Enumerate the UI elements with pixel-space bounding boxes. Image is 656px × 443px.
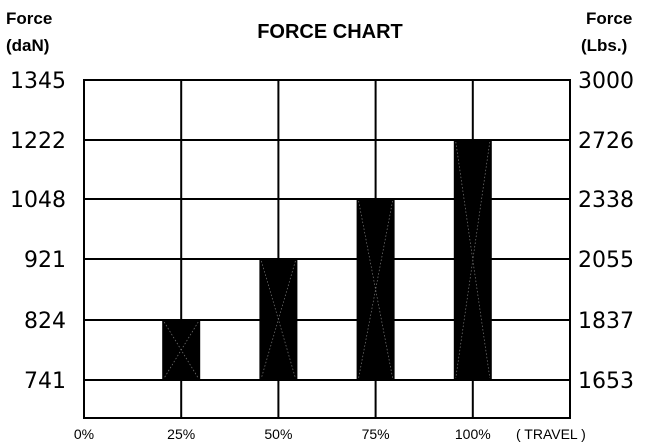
x-tick: 100% [455,426,491,442]
y-tick-left: 921 [24,248,66,273]
bar-50pct [259,259,298,380]
x-tick: 25% [167,426,195,442]
bar-100pct [453,140,492,380]
bar-rect [356,199,395,380]
right-axis-label-line2: (Lbs.) [581,36,627,55]
y-tick-right: 2726 [578,129,634,154]
y-tick-right: 1837 [578,309,634,334]
y-tick-left: 1048 [10,188,66,213]
y-tick-right: 3000 [578,69,634,94]
left-axis-label-line2: (daN) [6,36,49,55]
grid [83,79,571,419]
x-tick: 50% [264,426,292,442]
x-axis-label: ( TRAVEL ) [516,426,586,442]
bar-diagonal [163,321,199,379]
y-tick-right: 2055 [578,248,634,273]
x-tick: 0% [74,426,94,442]
y-tick-right: 2338 [578,188,634,213]
chart-title: FORCE CHART [257,21,403,43]
x-tick: 75% [362,426,390,442]
bar-diagonal [455,141,491,379]
bar-75pct [356,199,395,380]
bar-diagonal [261,260,296,379]
left-axis-label-line1: Force [6,9,52,28]
y-tick-left: 1345 [10,69,66,94]
right-axis-label-line1: Force [586,9,632,28]
bars [162,140,492,380]
y-tick-left: 741 [24,369,66,394]
plot-frame [83,79,571,419]
tick-labels: 1345 1222 1048 921 824 741 3000 2726 2338 2055 183… [10,69,634,442]
bar-25pct [162,320,201,380]
y-tick-right: 1653 [578,369,634,394]
y-tick-left: 824 [24,309,66,334]
y-tick-left: 1222 [10,129,66,154]
